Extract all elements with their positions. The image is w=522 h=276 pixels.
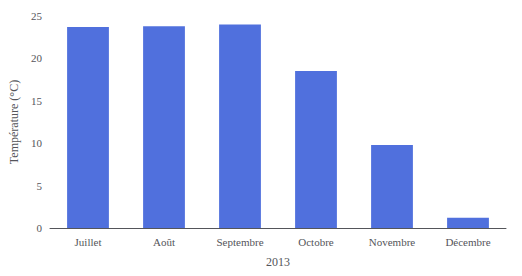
svg-text:Septembre: Septembre [216,236,263,248]
svg-text:5: 5 [37,180,43,192]
svg-text:Octobre: Octobre [298,236,334,248]
svg-text:Température (°C): Température (°C) [7,80,21,164]
svg-text:Juillet: Juillet [75,236,102,248]
svg-text:Décembre: Décembre [445,236,490,248]
svg-text:Août: Août [153,236,175,248]
svg-text:2013: 2013 [266,255,290,269]
svg-text:25: 25 [31,10,43,22]
svg-text:10: 10 [31,137,43,149]
svg-text:Novembre: Novembre [369,236,416,248]
svg-text:20: 20 [31,52,43,64]
svg-text:0: 0 [37,222,43,234]
svg-text:15: 15 [31,95,43,107]
